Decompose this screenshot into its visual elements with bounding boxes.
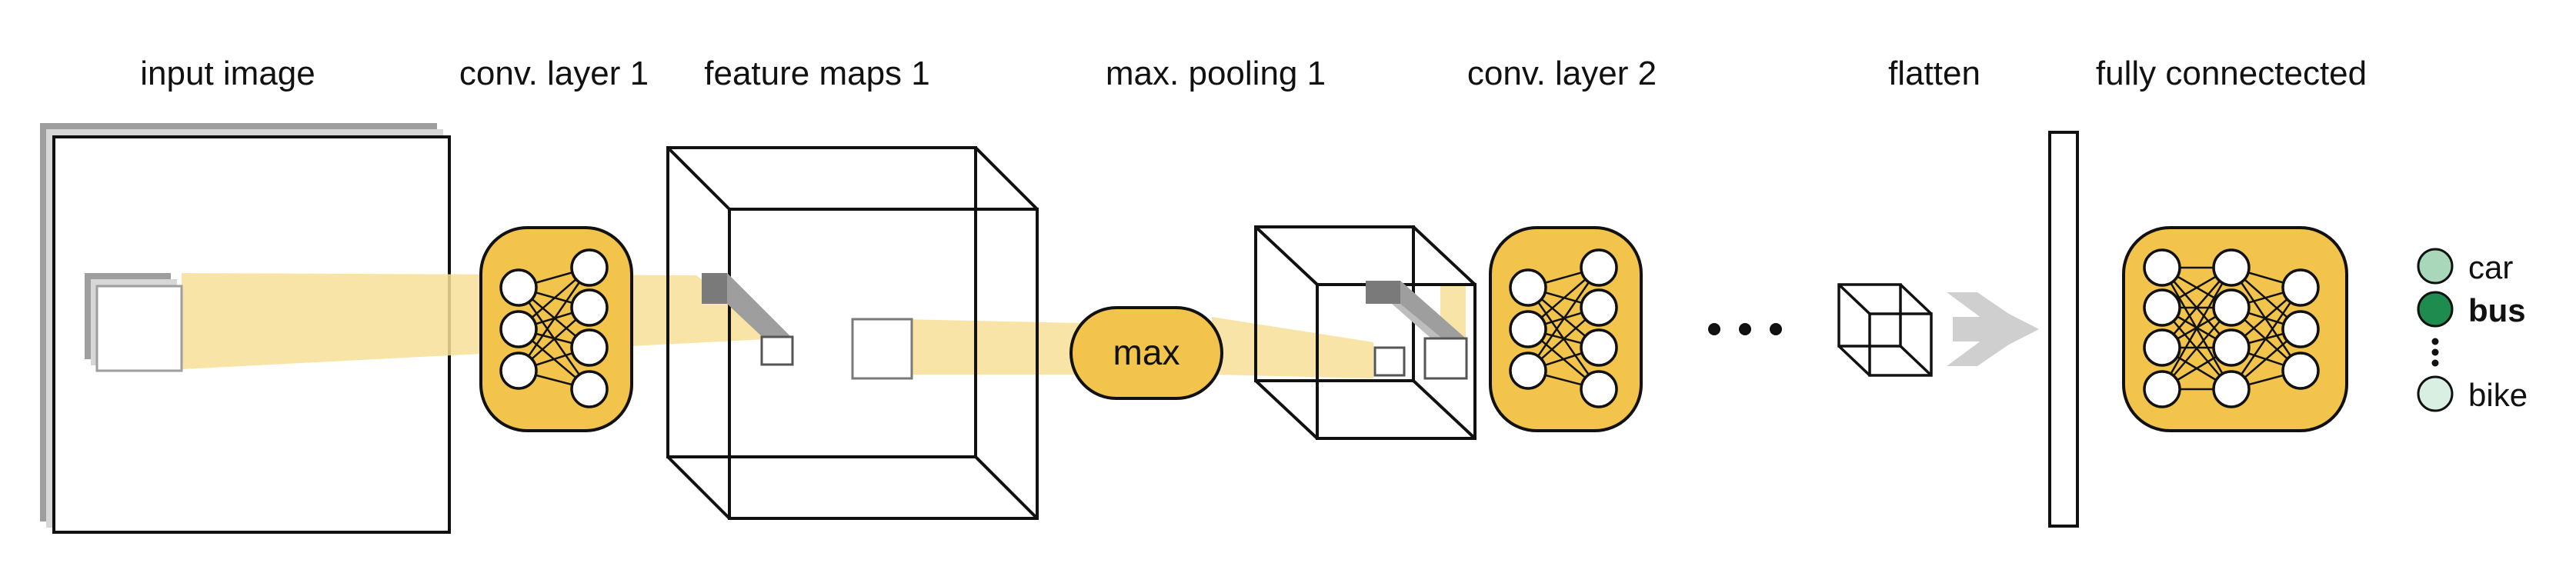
fully-connected-neuron bbox=[2212, 370, 2251, 408]
conv-layer-1-network bbox=[479, 226, 633, 432]
label-max-pooling-1: max. pooling 1 bbox=[1106, 55, 1326, 92]
label-fully-connected: fully connectected bbox=[2096, 55, 2367, 92]
input-patch bbox=[85, 273, 183, 372]
fully-connected-neuron bbox=[2143, 328, 2181, 367]
conv-layer-2-neuron bbox=[1580, 288, 1618, 327]
flattened-vector bbox=[2048, 131, 2079, 528]
fully-connected-neuron bbox=[2212, 328, 2251, 367]
conv-layer-1-neuron bbox=[570, 248, 609, 287]
fully-connected-neuron bbox=[2281, 351, 2320, 390]
ellipsis-icon bbox=[1708, 323, 1782, 335]
pooling-slab bbox=[1366, 281, 1468, 380]
conv-layer-1-connection bbox=[517, 267, 591, 371]
fully-connected-neuron bbox=[2281, 268, 2320, 307]
flatten-arrow-icon bbox=[1947, 292, 2039, 366]
conv-layer-2-neuron bbox=[1509, 310, 1547, 348]
conv-layer-1-neuron bbox=[570, 370, 609, 408]
output-classes: car bus bike bbox=[2417, 248, 2528, 413]
max-operation: max bbox=[1069, 306, 1223, 400]
class-bus-label: bus bbox=[2468, 292, 2526, 328]
conv-layer-1-neuron bbox=[499, 268, 538, 307]
class-ellipsis-icon bbox=[2431, 338, 2439, 367]
max-label: max bbox=[1113, 332, 1180, 372]
fully-connected-neuron bbox=[2143, 248, 2181, 287]
conv-layer-2-network bbox=[1489, 226, 1643, 432]
label-feature-maps-1: feature maps 1 bbox=[704, 55, 930, 92]
fully-connected-neuron bbox=[2143, 288, 2181, 327]
flatten-cube-icon bbox=[1837, 283, 1933, 377]
pooled-output-cell bbox=[1373, 346, 1406, 377]
feature-maps-1-cube bbox=[666, 146, 1039, 520]
conv-layer-2-neuron bbox=[1580, 328, 1618, 367]
class-car-node bbox=[2417, 248, 2454, 285]
class-bike-node bbox=[2417, 375, 2454, 412]
class-car-label: car bbox=[2468, 249, 2513, 285]
conv-layer-1-neuron bbox=[499, 351, 538, 390]
fully-connected-connection bbox=[2161, 267, 2233, 390]
fully-connected-neuron bbox=[2212, 288, 2251, 327]
class-bus-node bbox=[2417, 291, 2454, 328]
conv-layer-1-neuron bbox=[570, 328, 609, 367]
label-input-image: input image bbox=[140, 55, 315, 92]
conv-layer-2-neuron bbox=[1580, 370, 1618, 408]
conv-layer-1-neuron bbox=[570, 288, 609, 327]
fully-connected-neuron bbox=[2281, 310, 2320, 348]
label-conv-layer-2: conv. layer 2 bbox=[1467, 55, 1657, 92]
fully-connected-neuron bbox=[2212, 248, 2251, 287]
conv-layer-2-connection bbox=[1527, 267, 1600, 371]
conv-layer-2-neuron bbox=[1580, 248, 1618, 287]
fully-connected-neuron bbox=[2143, 370, 2181, 408]
conv-layer-2-neuron bbox=[1509, 268, 1547, 307]
conv-layer-1-neuron bbox=[499, 310, 538, 348]
feature-map-slab bbox=[702, 273, 794, 366]
class-bike-label: bike bbox=[2468, 377, 2528, 413]
pooling-input-patch bbox=[851, 318, 913, 380]
fully-connected-connection bbox=[2230, 287, 2302, 390]
conv-layer-2-neuron bbox=[1509, 351, 1547, 390]
label-conv-layer-1: conv. layer 1 bbox=[459, 55, 649, 92]
fully-connected-network bbox=[2122, 226, 2348, 432]
label-flatten: flatten bbox=[1888, 55, 1980, 92]
